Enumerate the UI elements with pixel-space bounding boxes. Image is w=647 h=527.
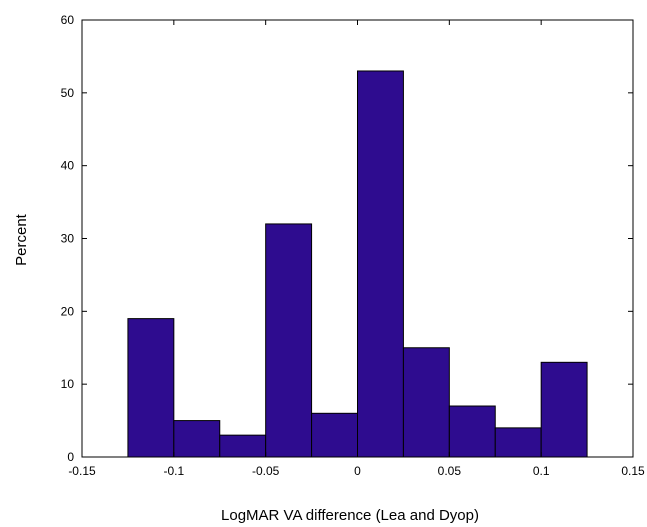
- histogram-bar: [173, 420, 221, 458]
- x-tick-label: 0: [354, 464, 361, 478]
- x-tick-label: 0.15: [621, 464, 645, 478]
- x-tick-label: -0.1: [163, 464, 184, 478]
- y-tick-label: 0: [67, 450, 74, 464]
- histogram-bar: [311, 412, 359, 458]
- x-tick-label: -0.15: [68, 464, 96, 478]
- x-tick-label: 0.1: [533, 464, 550, 478]
- histogram-bar: [357, 70, 404, 458]
- histogram-bar: [494, 427, 542, 458]
- y-tick-label: 20: [61, 304, 75, 318]
- x-tick-label: 0.05: [438, 464, 462, 478]
- histogram-bar: [219, 434, 267, 458]
- y-tick-label: 60: [61, 13, 75, 27]
- histogram-bar: [127, 318, 175, 458]
- y-axis-title: Percent: [13, 213, 30, 266]
- bars-group: [127, 70, 588, 458]
- histogram-bar: [402, 347, 450, 458]
- x-tick-label: -0.05: [252, 464, 280, 478]
- y-tick-label: 50: [61, 86, 75, 100]
- x-axis-title: LogMAR VA difference (Lea and Dyop): [221, 507, 479, 524]
- y-tick-label: 10: [61, 377, 75, 391]
- histogram-bar: [448, 405, 496, 458]
- histogram-bar: [265, 223, 313, 458]
- y-tick-label: 40: [61, 159, 75, 173]
- y-tick-label: 30: [61, 232, 75, 246]
- histogram-bar: [540, 361, 588, 458]
- axes-group: -0.15 -0.1 -0.05 0 0.05 0.1 0.15 0 10 20 30 40 50 60: [61, 13, 645, 478]
